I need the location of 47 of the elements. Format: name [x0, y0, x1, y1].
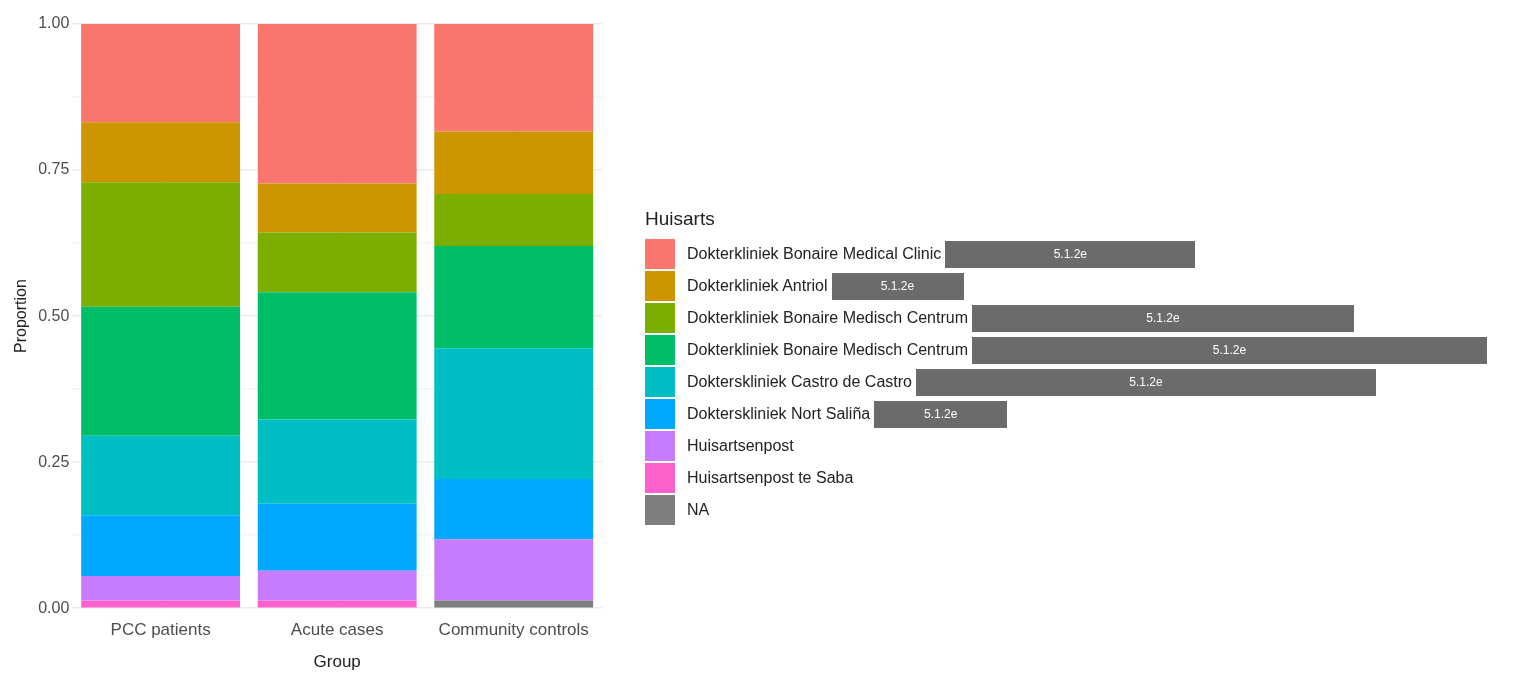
redaction-box: 5.1.2e — [945, 240, 1196, 268]
legend-label: Dokterskliniek Castro de Castro — [687, 373, 912, 391]
bar — [81, 122, 241, 183]
y-tick-label: 0.00 — [38, 598, 70, 616]
bar — [257, 183, 417, 233]
bar — [257, 419, 417, 504]
bar — [434, 246, 594, 349]
redaction-box: 5.1.2e — [972, 304, 1354, 332]
bar — [257, 292, 417, 420]
bar — [81, 24, 241, 123]
bar — [434, 539, 594, 601]
redaction-box: 5.1.2e — [972, 336, 1487, 364]
legend-label: Dokterkliniek Bonaire Medical Clinic — [687, 245, 942, 263]
bar — [81, 576, 241, 601]
legend-label: Huisartsenpost — [687, 437, 794, 455]
legend-label: NA — [687, 501, 710, 519]
legend-label: Dokterkliniek Bonaire Medisch Centrum — [687, 309, 968, 327]
redaction-box: 5.1.2e — [874, 400, 1008, 428]
x-tick-label: Community controls — [438, 620, 589, 640]
bar — [81, 306, 241, 436]
legend-label: Dokterskliniek Nort Saliña — [687, 405, 871, 423]
y-axis-title: Proportion — [12, 279, 30, 354]
bar — [257, 570, 417, 601]
bar — [257, 24, 417, 184]
y-tick-label: 1.00 — [38, 14, 70, 32]
bar — [434, 479, 594, 540]
legend-label: Dokterkliniek Bonaire Medisch Centrum — [687, 341, 968, 359]
y-tick-label: 0.75 — [38, 160, 70, 178]
redaction-box: 5.1.2e — [831, 272, 964, 300]
bar — [434, 24, 594, 132]
bar — [257, 232, 417, 293]
bar — [434, 131, 594, 194]
bar — [81, 182, 241, 307]
bar — [434, 348, 594, 480]
legend-label: Dokterkliniek Antriol — [687, 277, 828, 295]
y-tick-label: 0.50 — [38, 306, 70, 324]
legend-label: Huisartsenpost te Saba — [687, 469, 854, 487]
bar — [434, 194, 594, 246]
bar — [81, 515, 241, 577]
x-tick-label: PCC patients — [110, 620, 211, 640]
x-tick-label: Acute cases — [290, 620, 384, 640]
y-tick-label: 0.25 — [38, 452, 70, 470]
x-axis-title: Group — [313, 652, 361, 672]
bar — [257, 503, 417, 571]
legend-title: Huisarts — [645, 208, 716, 230]
redaction-box: 5.1.2e — [915, 368, 1376, 396]
bar — [81, 435, 241, 516]
